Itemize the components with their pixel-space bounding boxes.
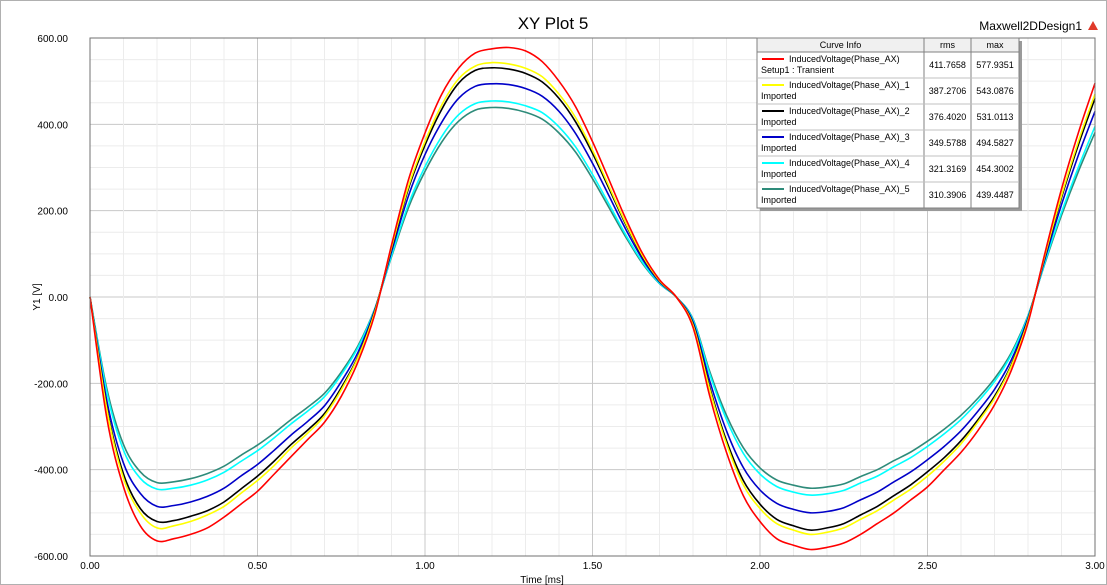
x-axis-label: Time [ms] <box>520 575 564 585</box>
plot-area-border <box>89 37 1096 557</box>
legend-curve-source: Imported <box>761 117 797 127</box>
legend-curve-source: Imported <box>761 195 797 205</box>
legend-max-value: 494.5827 <box>976 138 1014 148</box>
y-tick-label: -600.00 <box>34 552 68 563</box>
legend-rms-value: 310.3906 <box>929 190 967 200</box>
plot-title: XY Plot 5 <box>518 14 589 33</box>
grid-lines <box>89 37 1096 557</box>
x-tick-label: 2.00 <box>750 561 770 572</box>
curve-info-legend[interactable]: Curve Info rms max InducedVoltage(Phase_AX)… <box>756 37 1022 211</box>
legend-rms-value: 411.7658 <box>929 60 966 70</box>
legend-curve-source: Imported <box>761 169 797 179</box>
legend-max-value: 454.3002 <box>976 164 1014 174</box>
legend-header-label: rms <box>940 40 955 50</box>
legend-curve-source: Setup1 : Transient <box>761 65 835 75</box>
legend-curve-name: InducedVoltage(Phase_AX)_5 <box>789 184 910 194</box>
design-name: Maxwell2DDesign1 <box>979 19 1082 33</box>
legend-header-label: max <box>986 40 1004 50</box>
legend-max-value: 543.0876 <box>976 86 1014 96</box>
legend-max-value: 577.9351 <box>976 60 1014 70</box>
series-line <box>89 82 1096 514</box>
x-tick-label: 0.50 <box>248 561 268 572</box>
x-tick-label: 1.00 <box>415 561 435 572</box>
x-tick-label: 1.50 <box>583 561 603 572</box>
legend-curve-name: InducedVoltage(Phase_AX)_4 <box>789 158 910 168</box>
legend-box <box>756 37 1020 209</box>
legend-rms-value: 349.5788 <box>929 138 967 148</box>
y-tick-label: -400.00 <box>34 466 68 477</box>
y-tick-label: 200.00 <box>37 207 68 218</box>
series-line <box>89 100 1096 496</box>
series-line <box>89 106 1096 490</box>
x-axis-ticks: 0.00 0.50 1.00 1.50 2.00 2.50 3.00 <box>80 561 1105 572</box>
legend-curve-name: InducedVoltage(Phase_AX)_1 <box>789 80 910 90</box>
series-layer <box>89 46 1096 551</box>
y-axis-label: Y1 [V] <box>32 283 43 310</box>
x-tick-label: 0.00 <box>80 561 100 572</box>
legend-max-value: 531.0113 <box>977 112 1014 122</box>
legend-curve-source: Imported <box>761 143 797 153</box>
ansys-logo-icon <box>1088 21 1098 30</box>
legend-header-label: Curve Info <box>820 40 862 50</box>
legend-curve-name: InducedVoltage(Phase_AX) <box>789 54 900 64</box>
legend-max-value: 439.4487 <box>976 190 1014 200</box>
legend-rms-value: 376.4020 <box>929 112 967 122</box>
series-line <box>89 46 1096 551</box>
legend-curve-source: Imported <box>761 91 797 101</box>
x-tick-label: 3.00 <box>1085 561 1105 572</box>
y-tick-label: 400.00 <box>37 120 68 131</box>
y-tick-label: 600.00 <box>37 34 68 45</box>
legend-rms-value: 387.2706 <box>929 86 967 96</box>
series-line <box>89 66 1096 531</box>
y-tick-label: -200.00 <box>34 379 68 390</box>
series-line <box>89 61 1096 536</box>
legend-curve-name: InducedVoltage(Phase_AX)_2 <box>789 106 910 116</box>
x-tick-label: 2.50 <box>918 561 938 572</box>
y-axis-ticks: 600.00 400.00 200.00 0.00 -200.00 -400.00 -600… <box>34 34 68 563</box>
legend-rms-value: 321.3169 <box>929 164 967 174</box>
legend-curve-name: InducedVoltage(Phase_AX)_3 <box>789 132 910 142</box>
legend-header <box>756 37 1020 53</box>
y-tick-label: 0.00 <box>49 293 69 304</box>
